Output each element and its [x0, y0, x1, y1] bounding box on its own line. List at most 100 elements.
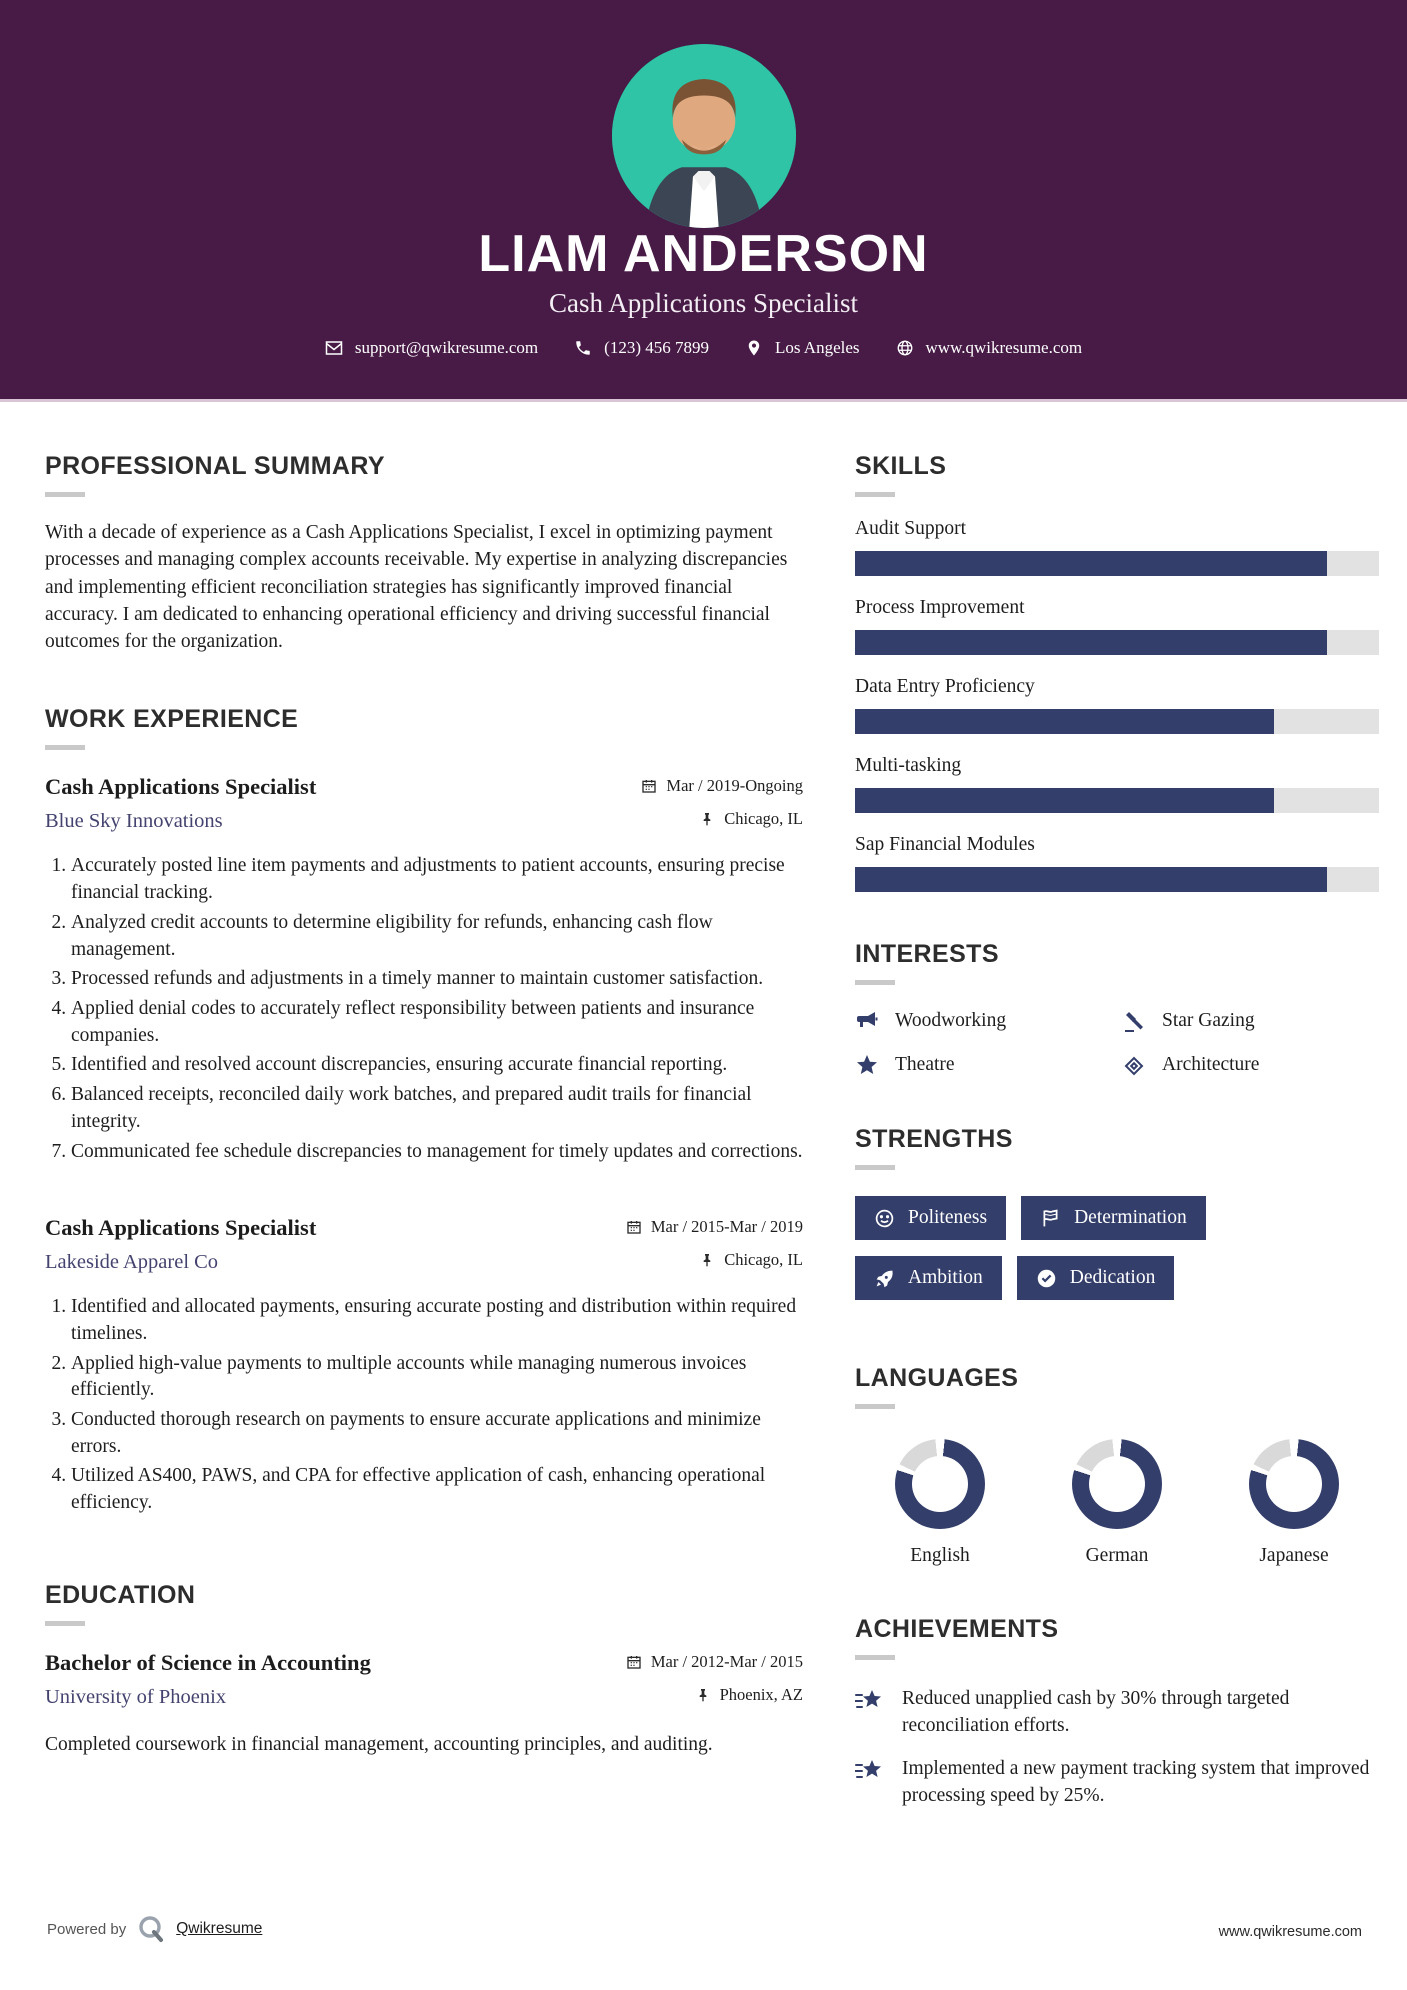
- interest-label: Architecture: [1162, 1054, 1260, 1075]
- job-title: Cash Applications Specialist: [45, 774, 317, 800]
- education-section: EDUCATION Bachelor of Science in Account…: [45, 1581, 803, 1758]
- interest-item: Star Gazing: [1122, 1009, 1379, 1033]
- strengths-section: STRENGTHS Politeness Determination Ambit…: [855, 1125, 1379, 1316]
- powered-by-label: Powered by: [47, 1920, 127, 1938]
- shooting-star-icon: [855, 1759, 881, 1778]
- job-bullet: Applied high-value payments to multiple …: [71, 1351, 803, 1404]
- languages-section: LANGUAGES English German Japanese: [855, 1364, 1379, 1567]
- skill-item: Audit Support: [855, 518, 1379, 576]
- achievement-text: Implemented a new payment tracking syste…: [902, 1757, 1370, 1806]
- pushpin-icon: [699, 1688, 706, 1702]
- skill-label: Data Entry Proficiency: [855, 676, 1035, 697]
- strength-label: Determination: [1074, 1207, 1187, 1228]
- shooting-star-icon: [855, 1690, 881, 1708]
- education-dates: Mar / 2012-Mar / 2015: [626, 1652, 803, 1672]
- company-link[interactable]: Lakeside Apparel Co: [45, 1251, 219, 1274]
- job-dates: Mar / 2015-Mar / 2019: [626, 1217, 803, 1237]
- education-location: Phoenix, AZ: [695, 1685, 803, 1705]
- skill-bar-fill: [855, 867, 1327, 892]
- right-column: SKILLS Audit Support Process Improvement…: [855, 452, 1379, 1810]
- left-column: PROFESSIONAL SUMMARY With a decade of ex…: [45, 452, 803, 1758]
- job-bullet: Accurately posted line item payments and…: [71, 853, 803, 906]
- school-link[interactable]: University of Phoenix: [45, 1685, 227, 1708]
- interest-item: Architecture: [1122, 1053, 1379, 1077]
- skills-heading: SKILLS: [855, 452, 947, 480]
- pushpin-icon: [703, 1254, 711, 1267]
- strength-label: Politeness: [908, 1207, 988, 1228]
- job-location: Chicago, IL: [699, 809, 803, 829]
- footer-branding: Powered by Qwikresume: [47, 1914, 262, 1944]
- achievements-section: ACHIEVEMENTS Reduced unapplied cash by 3…: [855, 1615, 1379, 1810]
- skill-bar-track: [855, 709, 1379, 734]
- section-underline: [855, 980, 895, 985]
- footer-website: www.qwikresume.com: [1218, 1924, 1362, 1940]
- section-underline: [855, 1404, 895, 1409]
- section-underline: [855, 1655, 895, 1660]
- strength-label: Dedication: [1069, 1267, 1156, 1288]
- achievement-text: Reduced unapplied cash by 30% through ta…: [902, 1688, 1290, 1736]
- education-entry: Bachelor of Science in Accounting Mar / …: [45, 1650, 803, 1758]
- pushpin-icon: [703, 813, 711, 827]
- job-bullet: Analyzed credit accounts to determine el…: [71, 910, 803, 963]
- skill-bar-fill: [855, 551, 1327, 576]
- contact-website: www.qwikresume.com: [896, 338, 1082, 358]
- interests-section: INTERESTS Woodworking Star Gazing Theatr…: [855, 940, 1379, 1077]
- company-link[interactable]: Blue Sky Innovations: [45, 810, 223, 833]
- skill-label: Multi-tasking: [855, 755, 962, 776]
- achievement-item: Reduced unapplied cash by 30% through ta…: [855, 1686, 1379, 1740]
- job-bullet: Processed refunds and adjustments in a t…: [71, 966, 803, 993]
- strength-badge: Dedication: [1016, 1256, 1175, 1300]
- job-bullet: Applied denial codes to accurately refle…: [71, 996, 803, 1049]
- skill-bar-fill: [855, 709, 1275, 734]
- interest-item: Theatre: [855, 1053, 1112, 1077]
- section-underline: [45, 492, 85, 497]
- contact-email: support@qwikresume.com: [325, 338, 538, 358]
- strength-badge: Determination: [1021, 1196, 1206, 1240]
- qwikresume-link[interactable]: Qwikresume: [176, 1920, 263, 1937]
- work-section: WORK EXPERIENCE Cash Applications Specia…: [45, 705, 803, 1516]
- person-title: Cash Applications Specialist: [549, 288, 858, 318]
- interest-label: Star Gazing: [1162, 1010, 1255, 1031]
- phone-icon: [576, 341, 590, 355]
- skill-bar-track: [855, 630, 1379, 655]
- job-bullet: Conducted thorough research on payments …: [71, 1407, 803, 1460]
- job-bullet-list: Accurately posted line item payments and…: [45, 853, 803, 1165]
- interest-label: Theatre: [895, 1054, 955, 1075]
- qwikresume-logo-icon: [139, 1916, 164, 1942]
- job-bullet: Communicated fee schedule discrepancies …: [71, 1139, 803, 1166]
- skill-label: Sap Financial Modules: [855, 834, 1035, 855]
- profile-photo-illustration: [611, 44, 796, 228]
- megaphone-icon: [857, 1012, 878, 1027]
- gavel-icon: [1125, 1012, 1143, 1032]
- skill-bar-fill: [855, 788, 1275, 813]
- header-banner: LIAM ANDERSON Cash Applications Speciali…: [0, 0, 1407, 402]
- contact-location: Los Angeles: [745, 338, 860, 358]
- skill-item: Multi-tasking: [855, 755, 1379, 813]
- education-description: Completed coursework in financial manage…: [45, 1733, 713, 1755]
- achievements-heading: ACHIEVEMENTS: [855, 1615, 1059, 1643]
- section-underline: [855, 1165, 895, 1170]
- strength-label: Ambition: [908, 1267, 983, 1288]
- job-location: Chicago, IL: [699, 1250, 803, 1270]
- strength-badge: Politeness: [855, 1196, 1007, 1240]
- job-bullet: Identified and allocated payments, ensur…: [71, 1294, 803, 1347]
- interest-label: Woodworking: [895, 1010, 1007, 1031]
- language-label: Japanese: [1259, 1545, 1329, 1566]
- skill-item: Process Improvement: [855, 597, 1379, 655]
- globe-icon: [897, 340, 912, 356]
- language-donut-chart: [1249, 1439, 1339, 1529]
- section-underline: [855, 492, 895, 497]
- strength-badge: Ambition: [855, 1256, 1002, 1300]
- contact-phone: (123) 456 7899: [574, 338, 709, 358]
- summary-text: With a decade of experience as a Cash Ap…: [45, 522, 788, 653]
- language-item: Japanese: [1219, 1439, 1369, 1567]
- job-entry: Cash Applications Specialist Mar / 2019-…: [45, 774, 803, 1165]
- skill-bar-track: [855, 867, 1379, 892]
- skill-label: Process Improvement: [855, 597, 1025, 618]
- calendar-icon: [627, 1221, 641, 1234]
- ticket-icon: [1124, 1056, 1144, 1076]
- interests-heading: INTERESTS: [855, 940, 999, 968]
- star-icon: [857, 1055, 877, 1074]
- language-item: German: [1042, 1439, 1192, 1567]
